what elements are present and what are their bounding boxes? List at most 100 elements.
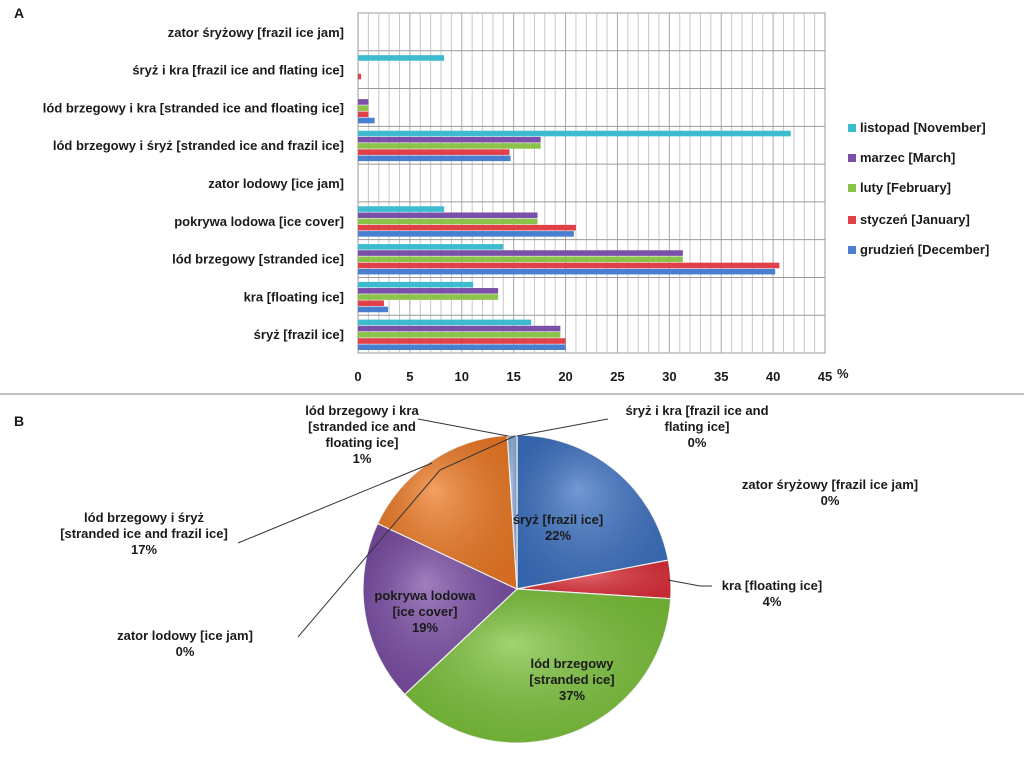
slice-percent: 4% bbox=[763, 594, 782, 609]
slice-label-line: lód brzegowy i kra bbox=[305, 403, 419, 418]
x-tick-label: 25 bbox=[610, 369, 624, 384]
bar bbox=[358, 332, 561, 338]
plot-area bbox=[357, 12, 826, 354]
leader-line bbox=[237, 462, 433, 544]
slice-percent: 0% bbox=[688, 435, 707, 450]
bar bbox=[358, 206, 445, 212]
category-label: śryż i kra [frazil ice and flating ice] bbox=[132, 63, 344, 78]
leader-line bbox=[417, 418, 509, 437]
bar bbox=[358, 136, 541, 143]
pie-slice-shade bbox=[404, 589, 671, 743]
bar bbox=[358, 300, 384, 307]
slice-label-line: pokrywa lodowa bbox=[374, 588, 476, 603]
pie-slice-shade bbox=[377, 435, 517, 589]
bar bbox=[358, 250, 683, 256]
bar-chart: zator śryżowy [frazil ice jam] śryż i kra… bbox=[43, 12, 989, 384]
bar bbox=[358, 262, 780, 269]
x-tick-label: 20 bbox=[558, 369, 572, 384]
legend-label: listopad [November] bbox=[860, 120, 986, 135]
bar bbox=[358, 149, 510, 155]
slice-label: kra [floating ice] bbox=[722, 578, 822, 593]
slice-percent: 0% bbox=[821, 493, 840, 508]
x-tick-label: 5 bbox=[406, 369, 413, 384]
bar bbox=[358, 338, 566, 344]
bar bbox=[358, 281, 474, 288]
bar bbox=[358, 218, 538, 225]
x-tick-label: 15 bbox=[506, 369, 520, 384]
slice-percent: 0% bbox=[176, 644, 195, 659]
bar bbox=[358, 319, 532, 326]
slice-label-line: flating ice] bbox=[664, 419, 729, 434]
bar bbox=[358, 306, 389, 313]
bar bbox=[358, 244, 504, 250]
legend-swatch bbox=[848, 154, 856, 162]
category-label: kra [floating ice] bbox=[244, 289, 344, 304]
slice-label: śryż [frazil ice] bbox=[513, 512, 603, 527]
pie-chart: śryż [frazil ice]22% kra [floating ice]4%… bbox=[60, 403, 918, 744]
legend-swatch bbox=[848, 184, 856, 192]
leader-line bbox=[516, 418, 609, 437]
leader-line bbox=[667, 579, 712, 587]
legend-swatch bbox=[848, 216, 856, 224]
bar bbox=[358, 231, 574, 237]
x-tick-label: 0 bbox=[354, 369, 361, 384]
bar bbox=[358, 288, 499, 294]
bar bbox=[358, 224, 576, 231]
bar bbox=[358, 256, 683, 263]
category-label: zator lodowy [ice jam] bbox=[208, 176, 344, 191]
leader-line bbox=[297, 435, 516, 638]
slice-label-line: lód brzegowy bbox=[530, 656, 614, 671]
panel-label-a: A bbox=[14, 5, 24, 21]
panel-label-b: B bbox=[14, 413, 24, 429]
category-label: lód brzegowy [stranded ice] bbox=[172, 252, 344, 267]
category-label: lód brzegowy i kra [stranded ice and flo… bbox=[43, 100, 344, 115]
slice-label-line: floating ice] bbox=[326, 435, 399, 450]
legend-label: grudzień [December] bbox=[860, 242, 989, 257]
bar bbox=[358, 117, 375, 124]
slice-label-line: lód brzegowy i śryż bbox=[84, 510, 204, 525]
category-label: zator śryżowy [frazil ice jam] bbox=[168, 25, 344, 40]
x-tick-label: 30 bbox=[662, 369, 676, 384]
slice-percent: 17% bbox=[131, 542, 157, 557]
slice-label-line: śryż i kra [frazil ice and bbox=[625, 403, 768, 418]
bar bbox=[358, 55, 445, 61]
bar bbox=[358, 73, 362, 80]
bar bbox=[358, 155, 511, 162]
category-label: lód brzegowy i śryż [stranded ice and fr… bbox=[53, 138, 344, 153]
slice-percent: 1% bbox=[353, 451, 372, 466]
bar bbox=[358, 294, 499, 300]
slice-label-line: [stranded ice and frazil ice] bbox=[60, 526, 228, 541]
slice-label-line: [ice cover] bbox=[392, 604, 457, 619]
pie-slice-shade bbox=[517, 435, 669, 589]
slice-label-line: [stranded ice] bbox=[529, 672, 614, 687]
bar bbox=[358, 344, 566, 351]
bar bbox=[358, 268, 776, 275]
slice-percent: 22% bbox=[545, 528, 571, 543]
x-tick-label: 35 bbox=[714, 369, 728, 384]
x-tick-label: 10 bbox=[455, 369, 469, 384]
x-unit-label: % bbox=[837, 366, 849, 381]
bar bbox=[358, 111, 369, 118]
legend-label: styczeń [January] bbox=[860, 212, 970, 227]
legend-label: marzec [March] bbox=[860, 150, 955, 165]
bar bbox=[358, 212, 538, 219]
slice-percent: 37% bbox=[559, 688, 585, 703]
bar bbox=[358, 105, 369, 111]
legend-label: luty [February] bbox=[860, 180, 951, 195]
bar bbox=[358, 325, 561, 332]
category-label: pokrywa lodowa [ice cover] bbox=[174, 214, 344, 229]
bar bbox=[358, 143, 541, 149]
slice-label-line: [stranded ice and bbox=[308, 419, 416, 434]
bar bbox=[358, 99, 369, 105]
legend-swatch bbox=[848, 124, 856, 132]
slice-label: zator lodowy [ice jam] bbox=[117, 628, 253, 643]
pie-slice-shade bbox=[507, 435, 517, 589]
slice-label: zator śryżowy [frazil ice jam] bbox=[742, 477, 918, 492]
legend-swatch bbox=[848, 246, 856, 254]
x-tick-label: 45 bbox=[818, 369, 832, 384]
x-tick-label: 40 bbox=[766, 369, 780, 384]
pie-slice-shade bbox=[517, 560, 671, 599]
slice-percent: 19% bbox=[412, 620, 438, 635]
pie-slice-shade bbox=[363, 523, 517, 695]
